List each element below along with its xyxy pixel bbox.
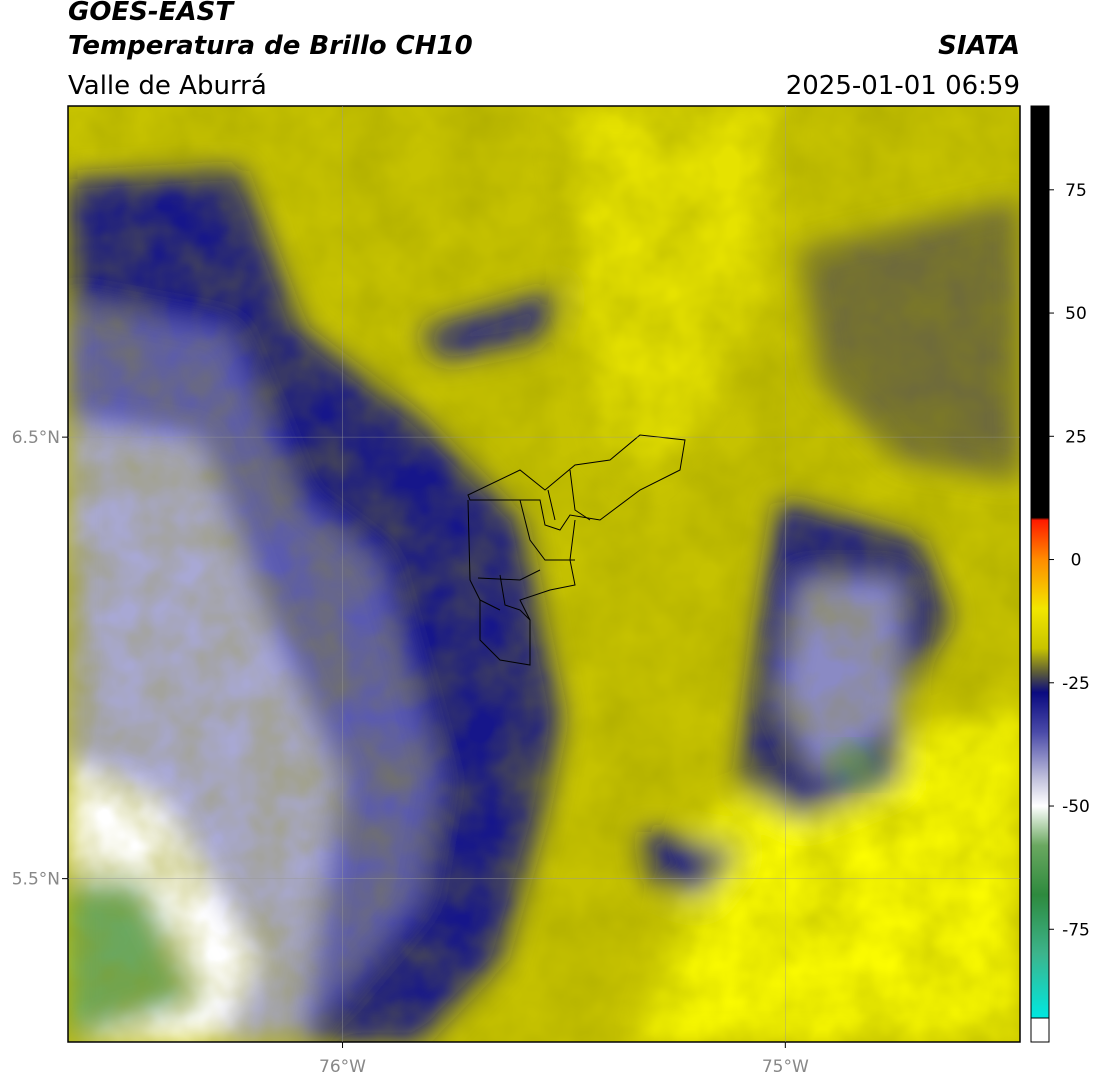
colorbar-extension <box>1030 1017 1050 1043</box>
datetime: 2025-01-01 06:59 <box>786 71 1020 101</box>
colorbar <box>1030 105 1050 1019</box>
colorbar-tick-label: 0 <box>1071 551 1082 571</box>
colorbar-tick-label: -25 <box>1062 674 1090 694</box>
y-tick-label: 6.5°N <box>12 428 60 448</box>
subtitle: Temperatura de Brillo CH10 <box>68 31 473 61</box>
colorbar-tick-label: -50 <box>1062 797 1090 817</box>
x-tick-label: 76°W <box>319 1057 366 1077</box>
municipality-outlines <box>467 434 686 666</box>
y-tick-label: 5.5°N <box>12 870 60 890</box>
colorbar-tick-label: 75 <box>1065 181 1087 201</box>
region: Valle de Aburrá <box>68 71 267 101</box>
map-frame <box>67 105 1021 1043</box>
colorbar-tick-label: -75 <box>1062 920 1090 940</box>
colorbar-tick-label: 50 <box>1065 304 1087 324</box>
colorbar-tick-label: 25 <box>1065 427 1087 447</box>
map-image <box>68 106 1020 1042</box>
title: GOES-EAST <box>68 0 235 27</box>
x-tick-label: 75°W <box>762 1057 809 1077</box>
source: SIATA <box>938 31 1020 61</box>
